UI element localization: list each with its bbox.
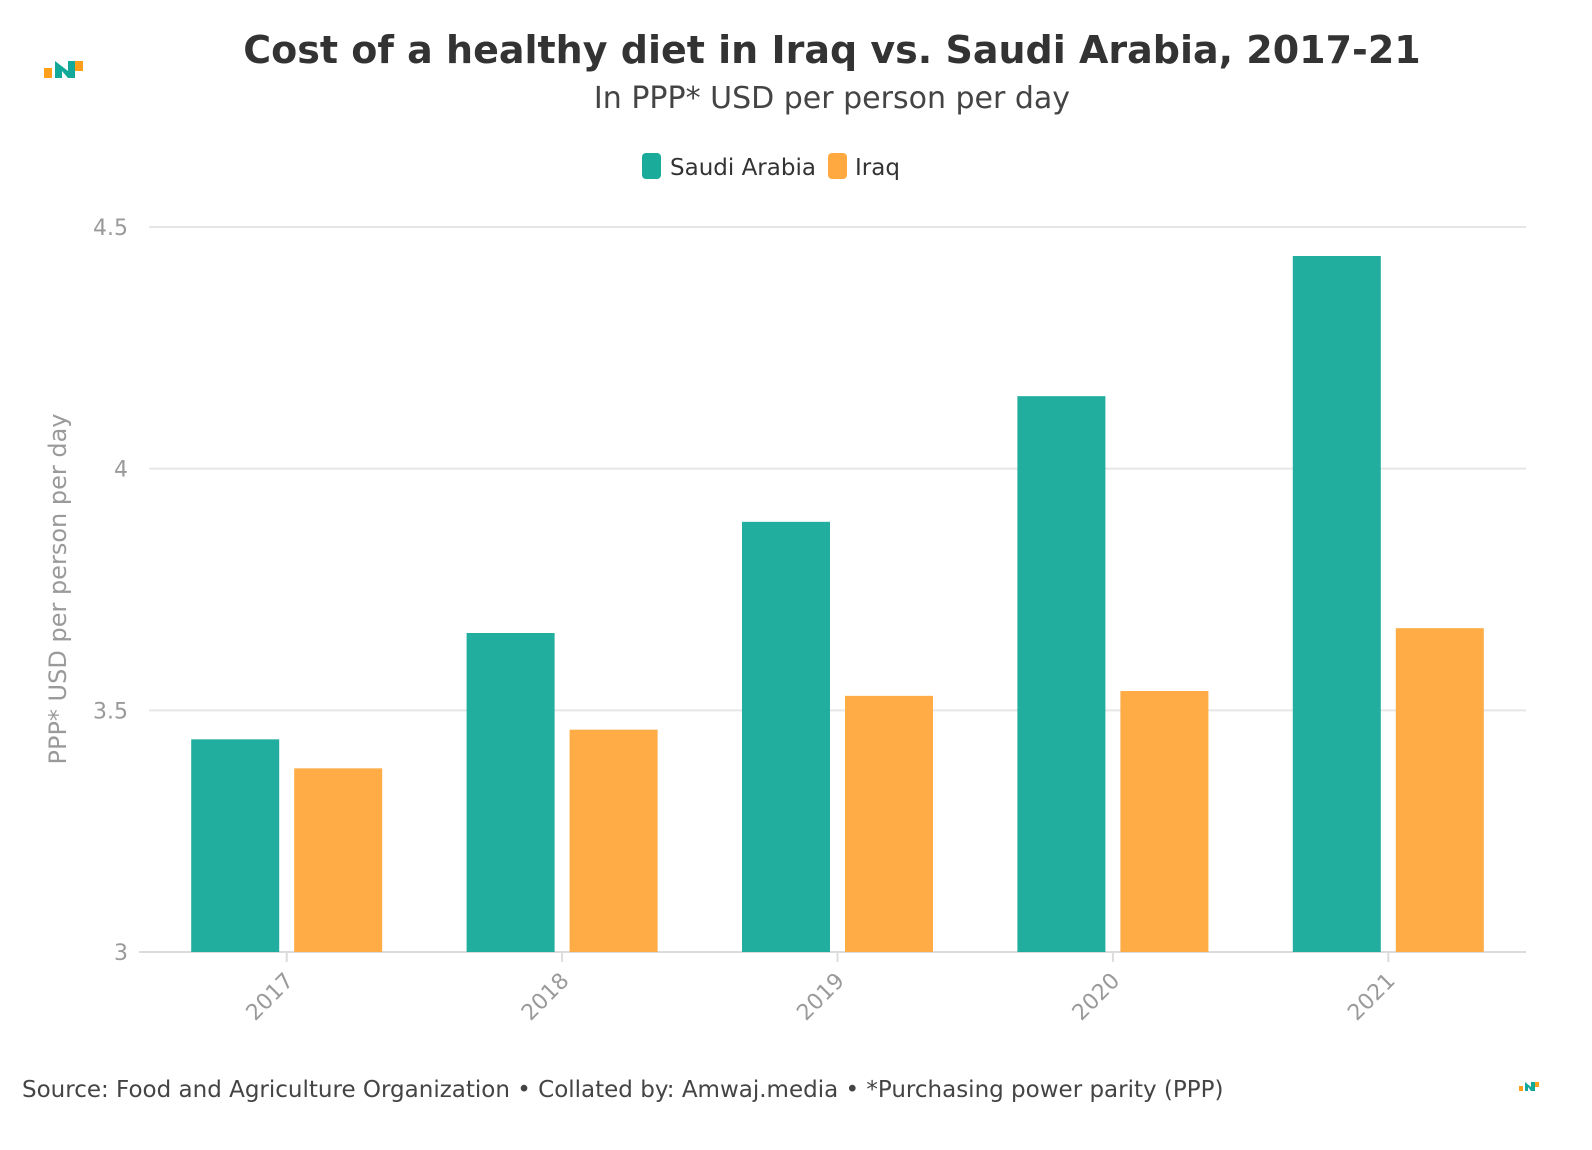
bar-iraq-2019[interactable] [845,695,933,952]
chart-subtitle: In PPP* USD per person per day [594,81,1070,116]
chart-title: Cost of a healthy diet in Iraq vs. Saudi… [243,28,1420,72]
source-note: Source: Food and Agriculture Organizatio… [22,1077,1224,1103]
legend: Saudi Arabia Iraq [642,153,900,181]
x-tick-label: 2019 [792,969,849,1026]
y-axis-ticks: 3 3.5 4 4.5 [93,216,128,966]
x-tick-label: 2021 [1343,969,1400,1026]
amwaj-logo-icon [44,61,83,78]
legend-swatch-iraq [828,153,847,179]
amwaj-logo-small-icon [1519,1082,1539,1091]
legend-label-iraq: Iraq [855,155,900,181]
bar-iraq-2018[interactable] [569,729,658,952]
bars [191,256,1484,953]
y-tick-label: 3.5 [93,699,128,724]
x-axis-ticks: 2017 2018 2019 2020 2021 [242,952,1401,1026]
x-tick-label: 2020 [1068,969,1125,1026]
bar-saudi-arabia-2020[interactable] [1017,396,1106,953]
x-tick-label: 2018 [517,969,574,1026]
legend-item-iraq[interactable]: Iraq [828,153,900,181]
y-tick-label: 3 [114,941,128,966]
x-tick-label: 2017 [242,969,299,1026]
bar-iraq-2021[interactable] [1395,628,1484,952]
bar-saudi-arabia-2019[interactable] [742,521,830,952]
y-axis-title: PPP* USD per person per day [44,414,72,765]
y-tick-label: 4.5 [93,216,128,241]
legend-label-saudi-arabia: Saudi Arabia [670,155,816,181]
bar-saudi-arabia-2021[interactable] [1292,256,1381,952]
bar-iraq-2017[interactable] [294,768,383,952]
bar-saudi-arabia-2018[interactable] [466,633,555,952]
bar-iraq-2020[interactable] [1120,691,1209,952]
legend-swatch-saudi-arabia [642,153,661,179]
bar-saudi-arabia-2017[interactable] [191,739,280,952]
y-tick-label: 4 [114,458,128,483]
legend-item-saudi-arabia[interactable]: Saudi Arabia [642,153,816,181]
